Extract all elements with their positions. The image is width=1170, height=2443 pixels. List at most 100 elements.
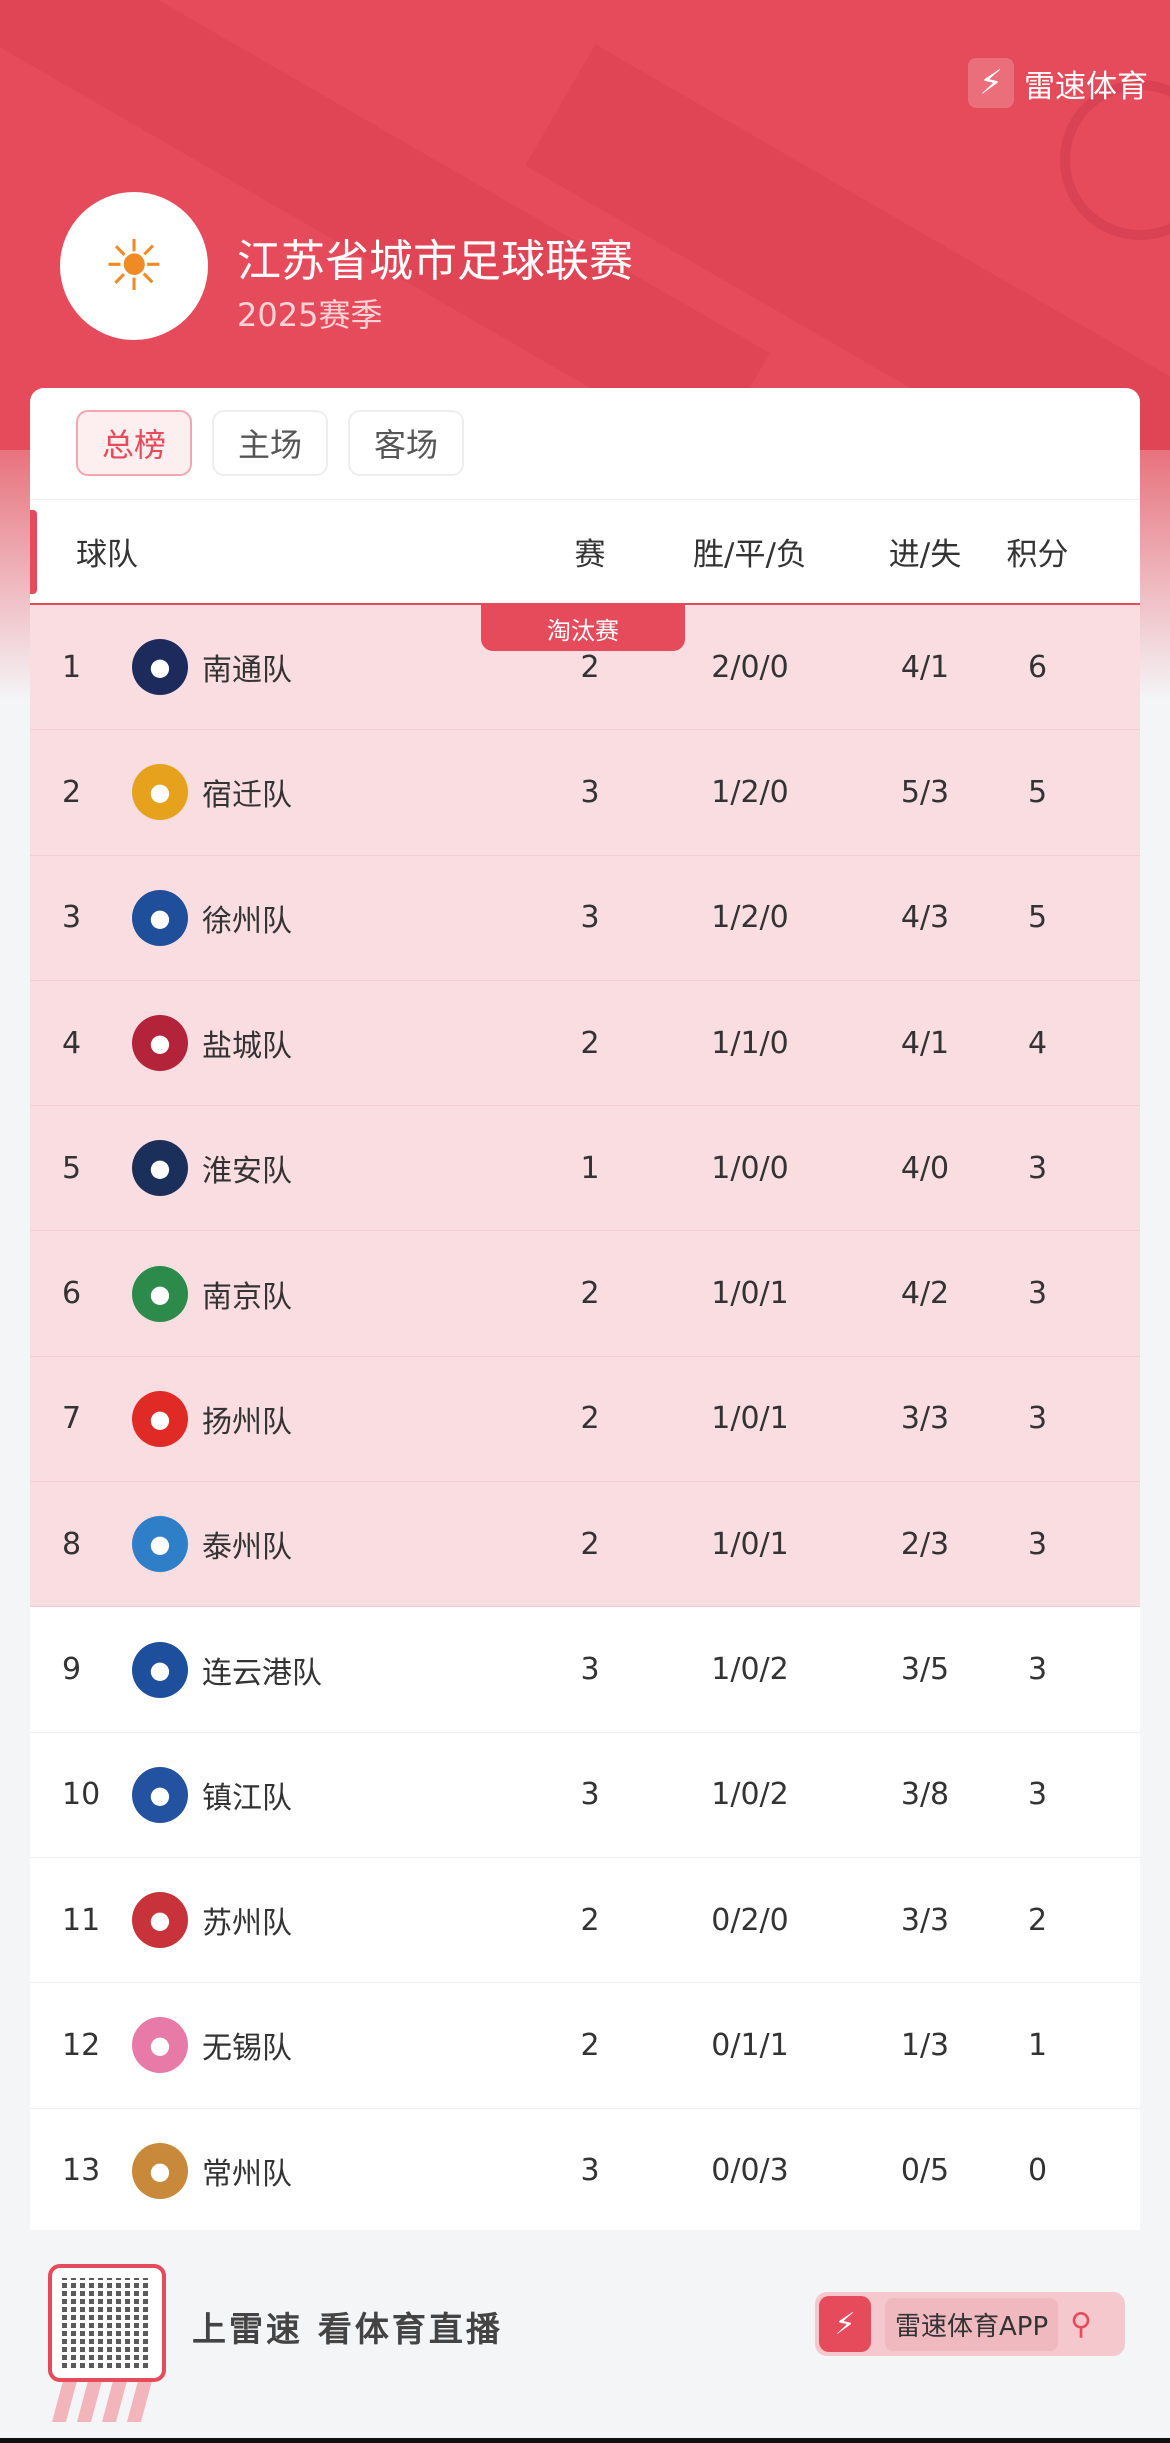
team-logo-icon: ● <box>132 889 188 946</box>
team-name: 扬州队 <box>202 1404 292 1440</box>
team-name: 盐城队 <box>202 1029 292 1065</box>
goals: 4/2 <box>900 1276 950 1312</box>
points: 3 <box>1027 1777 1048 1813</box>
col-played: 赛 <box>574 537 606 573</box>
table-row[interactable]: 11 ● 苏州队 2 0/2/0 3/3 2 <box>30 1857 1140 1984</box>
knockout-zone-badge: 淘汰赛 <box>481 605 685 651</box>
played: 3 <box>580 1652 600 1688</box>
win-draw-loss: 1/0/0 <box>711 1150 789 1186</box>
played: 2 <box>580 1526 600 1562</box>
table-row[interactable]: 9 ● 连云港队 3 1/0/2 3/5 3 <box>30 1607 1140 1733</box>
league-title: 江苏省城市足球联赛 <box>237 236 633 287</box>
played: 2 <box>580 1401 600 1437</box>
win-draw-loss: 1/2/0 <box>711 774 789 810</box>
col-wdl: 胜/平/负 <box>693 537 807 573</box>
points: 6 <box>1027 649 1048 685</box>
goals: 4/0 <box>900 1150 950 1186</box>
bottom-bar <box>0 2438 1170 2443</box>
points: 2 <box>1027 1902 1048 1938</box>
points: 1 <box>1027 2027 1048 2063</box>
points: 3 <box>1027 1150 1048 1186</box>
win-draw-loss: 1/0/1 <box>711 1526 789 1562</box>
played: 2 <box>580 2027 600 2063</box>
goals: 0/5 <box>900 2153 950 2189</box>
table-header: 球队 赛 胜/平/负 进/失 积分 <box>30 500 1140 605</box>
win-draw-loss: 1/0/2 <box>711 1652 789 1688</box>
points: 5 <box>1027 900 1048 936</box>
tab-home[interactable]: 主场 <box>212 410 328 476</box>
rank: 1 <box>62 649 82 685</box>
played: 3 <box>580 774 600 810</box>
brand-logo: ⚡ 雷速体育 <box>968 58 1148 108</box>
win-draw-loss: 1/0/1 <box>711 1276 789 1312</box>
goals: 3/5 <box>900 1652 950 1688</box>
points: 3 <box>1027 1652 1048 1688</box>
goals: 4/1 <box>900 649 950 685</box>
team-logo-icon: ● <box>132 1766 188 1823</box>
table-row[interactable]: 2 ● 宿迁队 3 1/2/0 5/3 5 <box>30 730 1140 856</box>
goals: 1/3 <box>900 2027 950 2063</box>
win-draw-loss: 0/1/1 <box>711 2027 789 2063</box>
brand-name: 雷速体育 <box>1024 68 1148 105</box>
win-draw-loss: 2/0/0 <box>711 649 789 685</box>
table-row[interactable]: 3 ● 徐州队 3 1/2/0 4/3 5 <box>30 855 1140 981</box>
rank: 5 <box>62 1150 82 1186</box>
rank: 3 <box>62 900 82 936</box>
points: 3 <box>1027 1526 1048 1562</box>
team-name: 苏州队 <box>202 1906 292 1942</box>
goals: 2/3 <box>900 1526 950 1562</box>
table-row[interactable]: 7 ● 扬州队 2 1/0/1 3/3 3 <box>30 1356 1140 1483</box>
rank: 12 <box>62 2027 101 2063</box>
app-search-button[interactable]: ⚡ 雷速体育APP ⚲ <box>815 2292 1125 2356</box>
rank: 2 <box>62 774 82 810</box>
table-row[interactable]: 6 ● 南京队 2 1/0/1 4/2 3 <box>30 1231 1140 1357</box>
team-logo-icon: ● <box>132 1390 188 1447</box>
league-logo: ☀ <box>60 192 208 340</box>
table-row[interactable]: 4 ● 盐城队 2 1/1/0 4/1 4 <box>30 980 1140 1107</box>
goals: 4/3 <box>900 900 950 936</box>
team-name: 宿迁队 <box>202 778 292 814</box>
points: 0 <box>1027 2153 1048 2189</box>
col-points: 积分 <box>1006 537 1069 573</box>
team-logo-icon: ● <box>132 2142 188 2199</box>
table-row[interactable]: 8 ● 泰州队 2 1/0/1 2/3 3 <box>30 1482 1140 1608</box>
team-logo-icon: ● <box>132 1015 188 1072</box>
team-name: 常州队 <box>202 2156 292 2192</box>
tab-away[interactable]: 客场 <box>348 410 464 476</box>
table-row[interactable]: 13 ● 常州队 3 0/0/3 0/5 0 <box>30 2108 1140 2230</box>
table-row[interactable]: 5 ● 淮安队 1 1/0/0 4/0 3 <box>30 1106 1140 1232</box>
played: 2 <box>580 1902 600 1938</box>
rank: 9 <box>62 1652 82 1688</box>
table-body: 淘汰赛 1 ● 南通队 2 2/0/0 4/1 6 2 ● 宿迁队 3 1/2/0… <box>30 605 1140 2230</box>
qr-code-icon <box>48 2264 166 2382</box>
tab-overall[interactable]: 总榜 <box>76 410 192 476</box>
rank: 7 <box>62 1401 82 1437</box>
played: 2 <box>580 649 600 685</box>
team-name: 淮安队 <box>202 1154 292 1190</box>
goals: 3/8 <box>900 1777 950 1813</box>
played: 3 <box>580 2153 600 2189</box>
rank: 11 <box>62 1902 101 1938</box>
table-row[interactable]: 10 ● 镇江队 3 1/0/2 3/8 3 <box>30 1732 1140 1858</box>
football-decor-icon <box>1060 80 1170 240</box>
win-draw-loss: 0/0/3 <box>711 2153 789 2189</box>
header-accent <box>30 510 37 594</box>
goals: 3/3 <box>900 1902 950 1938</box>
table-row[interactable]: 12 ● 无锡队 2 0/1/1 1/3 1 <box>30 1983 1140 2109</box>
win-draw-loss: 1/1/0 <box>711 1025 789 1061</box>
team-name: 镇江队 <box>202 1780 292 1816</box>
played: 2 <box>580 1025 600 1061</box>
rank: 8 <box>62 1526 82 1562</box>
team-name: 无锡队 <box>202 2031 292 2067</box>
team-logo-icon: ● <box>132 639 188 696</box>
win-draw-loss: 1/2/0 <box>711 900 789 936</box>
app-label: 雷速体育APP <box>885 2297 1059 2351</box>
team-logo-icon: ● <box>132 1516 188 1573</box>
footer-slogan: 上雷速 看体育直播 <box>192 2310 503 2350</box>
goals: 5/3 <box>900 774 950 810</box>
rank: 10 <box>62 1777 101 1813</box>
played: 3 <box>580 1777 600 1813</box>
goals: 4/1 <box>900 1025 950 1061</box>
points: 5 <box>1027 774 1048 810</box>
win-draw-loss: 0/2/0 <box>711 1902 789 1938</box>
